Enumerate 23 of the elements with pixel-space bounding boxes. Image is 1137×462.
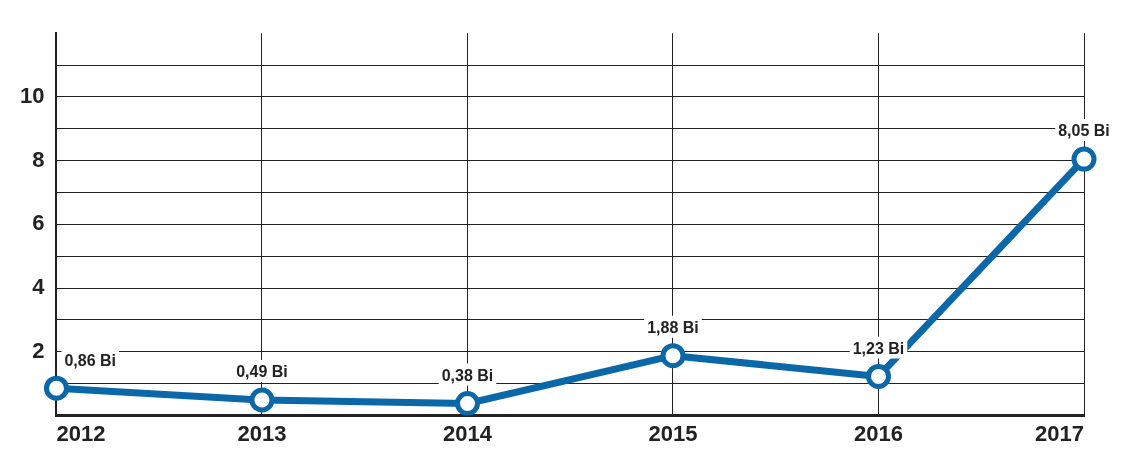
x-tick-label: 2016 (854, 420, 903, 446)
data-label: 0,38 Bi (441, 366, 494, 384)
data-label: 0,86 Bi (64, 351, 117, 369)
y-tick-label: 6 (32, 210, 45, 236)
point (1071, 146, 1097, 172)
x-tick-label: 2017 (1035, 420, 1084, 446)
data-label: 0,49 Bi (236, 363, 288, 381)
y-tick-label: 2 (32, 337, 45, 363)
data-label: 8,05 Bi (1058, 122, 1110, 140)
y-tick-label: 4 (32, 274, 46, 300)
x-tick-label: 2015 (648, 420, 698, 446)
point (660, 343, 686, 369)
point (454, 390, 480, 416)
point (865, 363, 891, 389)
data-label: 1,88 Bi (647, 319, 699, 337)
point (43, 375, 69, 401)
x-tick-label: 2014 (443, 420, 493, 446)
x-tick-label: 2013 (237, 420, 287, 446)
point (249, 387, 275, 413)
x-tick-label: 2012 (56, 420, 106, 446)
y-tick-label: 8 (32, 146, 45, 172)
data-label: 1,23 Bi (852, 339, 905, 357)
y-tick-label: 10 (19, 83, 45, 108)
